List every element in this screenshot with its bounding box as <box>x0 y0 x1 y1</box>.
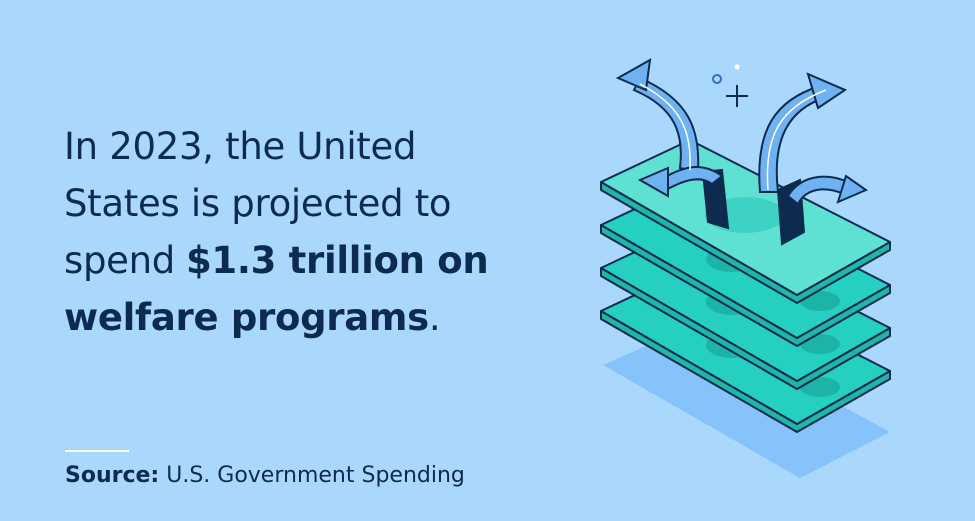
headline-line: In 2023, the United <box>64 118 488 175</box>
headline-text: States is projected to <box>64 182 452 225</box>
headline-line: States is projected to <box>64 175 488 232</box>
sparkles <box>712 64 748 107</box>
headline-text: In 2023, the United <box>64 125 417 168</box>
headline-line: welfare programs. <box>64 289 488 346</box>
headline-emphasis: welfare programs <box>64 296 429 339</box>
source: Source: U.S. Government Spending <box>65 463 465 488</box>
bill-stack <box>600 139 891 433</box>
headline-text: spend <box>64 239 175 282</box>
headline: In 2023, the United States is projected … <box>64 118 489 346</box>
source-label: Source: <box>65 463 160 488</box>
arrows <box>615 58 869 246</box>
arrow-highlights <box>639 83 827 191</box>
divider <box>65 450 129 452</box>
headline-text: . <box>428 296 441 339</box>
source-text: U.S. Government Spending <box>166 463 465 488</box>
headline-emphasis: $1.3 trillion on <box>185 239 489 282</box>
headline-line: spend $1.3 trillion on <box>64 232 489 289</box>
